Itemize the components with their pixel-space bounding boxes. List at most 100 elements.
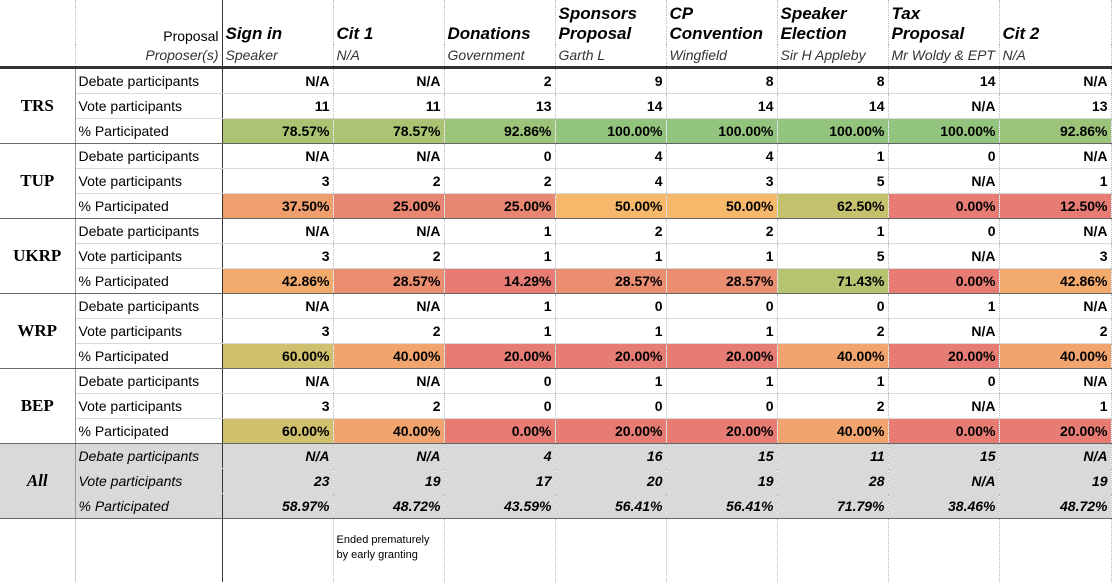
value-cell: 60.00% xyxy=(222,344,333,369)
value-cell: 1 xyxy=(999,394,1111,419)
row-label: Vote participants xyxy=(75,394,222,419)
value-cell: 0 xyxy=(444,369,555,394)
value-cell: 1 xyxy=(555,319,666,344)
corner xyxy=(0,0,75,44)
value-cell: N/A xyxy=(999,219,1111,244)
value-cell: 3 xyxy=(222,244,333,269)
value-cell: 3 xyxy=(666,169,777,194)
row-label: % Participated xyxy=(75,494,222,519)
blank xyxy=(222,519,333,582)
value-cell: 3 xyxy=(999,244,1111,269)
value-cell: 5 xyxy=(777,169,888,194)
value-cell: 1 xyxy=(999,169,1111,194)
value-cell: 19 xyxy=(666,469,777,494)
party-label: WRP xyxy=(0,294,75,369)
blank xyxy=(0,519,75,582)
value-cell: 100.00% xyxy=(888,119,999,144)
value-cell: N/A xyxy=(999,68,1111,94)
value-cell: 0 xyxy=(666,394,777,419)
value-cell: N/A xyxy=(999,294,1111,319)
value-cell: 28 xyxy=(777,469,888,494)
value-cell: 9 xyxy=(555,68,666,94)
value-cell: N/A xyxy=(222,68,333,94)
row-label: % Participated xyxy=(75,344,222,369)
value-cell: 28.57% xyxy=(666,269,777,294)
value-cell: 56.41% xyxy=(666,494,777,519)
value-cell: N/A xyxy=(888,319,999,344)
value-cell: 1 xyxy=(555,369,666,394)
blank xyxy=(666,519,777,582)
party-label: UKRP xyxy=(0,219,75,294)
value-cell: 78.57% xyxy=(333,119,444,144)
proposal-name: Tax Proposal xyxy=(888,0,999,44)
value-cell: N/A xyxy=(888,94,999,119)
value-cell: N/A xyxy=(888,169,999,194)
row-label: Debate participants xyxy=(75,68,222,94)
value-cell: 56.41% xyxy=(555,494,666,519)
party-label: TRS xyxy=(0,68,75,144)
value-cell: 20.00% xyxy=(555,344,666,369)
value-cell: N/A xyxy=(222,444,333,469)
value-cell: 2 xyxy=(444,169,555,194)
value-cell: 13 xyxy=(444,94,555,119)
value-cell: 3 xyxy=(222,394,333,419)
value-cell: 20.00% xyxy=(555,419,666,444)
value-cell: 17 xyxy=(444,469,555,494)
value-cell: 19 xyxy=(333,469,444,494)
value-cell: 5 xyxy=(777,244,888,269)
value-cell: 20.00% xyxy=(666,344,777,369)
value-cell: 1 xyxy=(444,319,555,344)
value-cell: N/A xyxy=(222,294,333,319)
value-cell: 16 xyxy=(555,444,666,469)
value-cell: N/A xyxy=(888,244,999,269)
value-cell: 4 xyxy=(444,444,555,469)
value-cell: 20.00% xyxy=(444,344,555,369)
value-cell: 58.97% xyxy=(222,494,333,519)
value-cell: 8 xyxy=(777,68,888,94)
value-cell: 3 xyxy=(222,319,333,344)
value-cell: 23 xyxy=(222,469,333,494)
value-cell: 20 xyxy=(555,469,666,494)
row-label: Vote participants xyxy=(75,244,222,269)
value-cell: 0 xyxy=(888,144,999,169)
value-cell: 0 xyxy=(666,294,777,319)
value-cell: 2 xyxy=(444,68,555,94)
party-label: BEP xyxy=(0,369,75,444)
note-row: Ended prematurely by early granting xyxy=(0,519,1111,582)
value-cell: 25.00% xyxy=(444,194,555,219)
value-cell: 14 xyxy=(666,94,777,119)
row-label: Vote participants xyxy=(75,169,222,194)
value-cell: 0 xyxy=(888,219,999,244)
value-cell: 1 xyxy=(777,219,888,244)
row-label: Debate participants xyxy=(75,369,222,394)
value-cell: 15 xyxy=(888,444,999,469)
value-cell: 2 xyxy=(666,219,777,244)
proposal-name: Speaker Election xyxy=(777,0,888,44)
value-cell: 19 xyxy=(999,469,1111,494)
value-cell: 13 xyxy=(999,94,1111,119)
row-label: % Participated xyxy=(75,119,222,144)
value-cell: 3 xyxy=(222,169,333,194)
proposal-name: Cit 2 xyxy=(999,0,1111,44)
row-label: % Participated xyxy=(75,194,222,219)
value-cell: N/A xyxy=(333,294,444,319)
row-label: Debate participants xyxy=(75,444,222,469)
value-cell: 0.00% xyxy=(888,269,999,294)
value-cell: 40.00% xyxy=(777,344,888,369)
row-label: Vote participants xyxy=(75,94,222,119)
value-cell: 4 xyxy=(555,169,666,194)
blank xyxy=(777,519,888,582)
row-label: % Participated xyxy=(75,269,222,294)
value-cell: 0 xyxy=(888,369,999,394)
value-cell: N/A xyxy=(333,369,444,394)
proposal-label: Proposal xyxy=(75,0,222,44)
value-cell: 92.86% xyxy=(999,119,1111,144)
